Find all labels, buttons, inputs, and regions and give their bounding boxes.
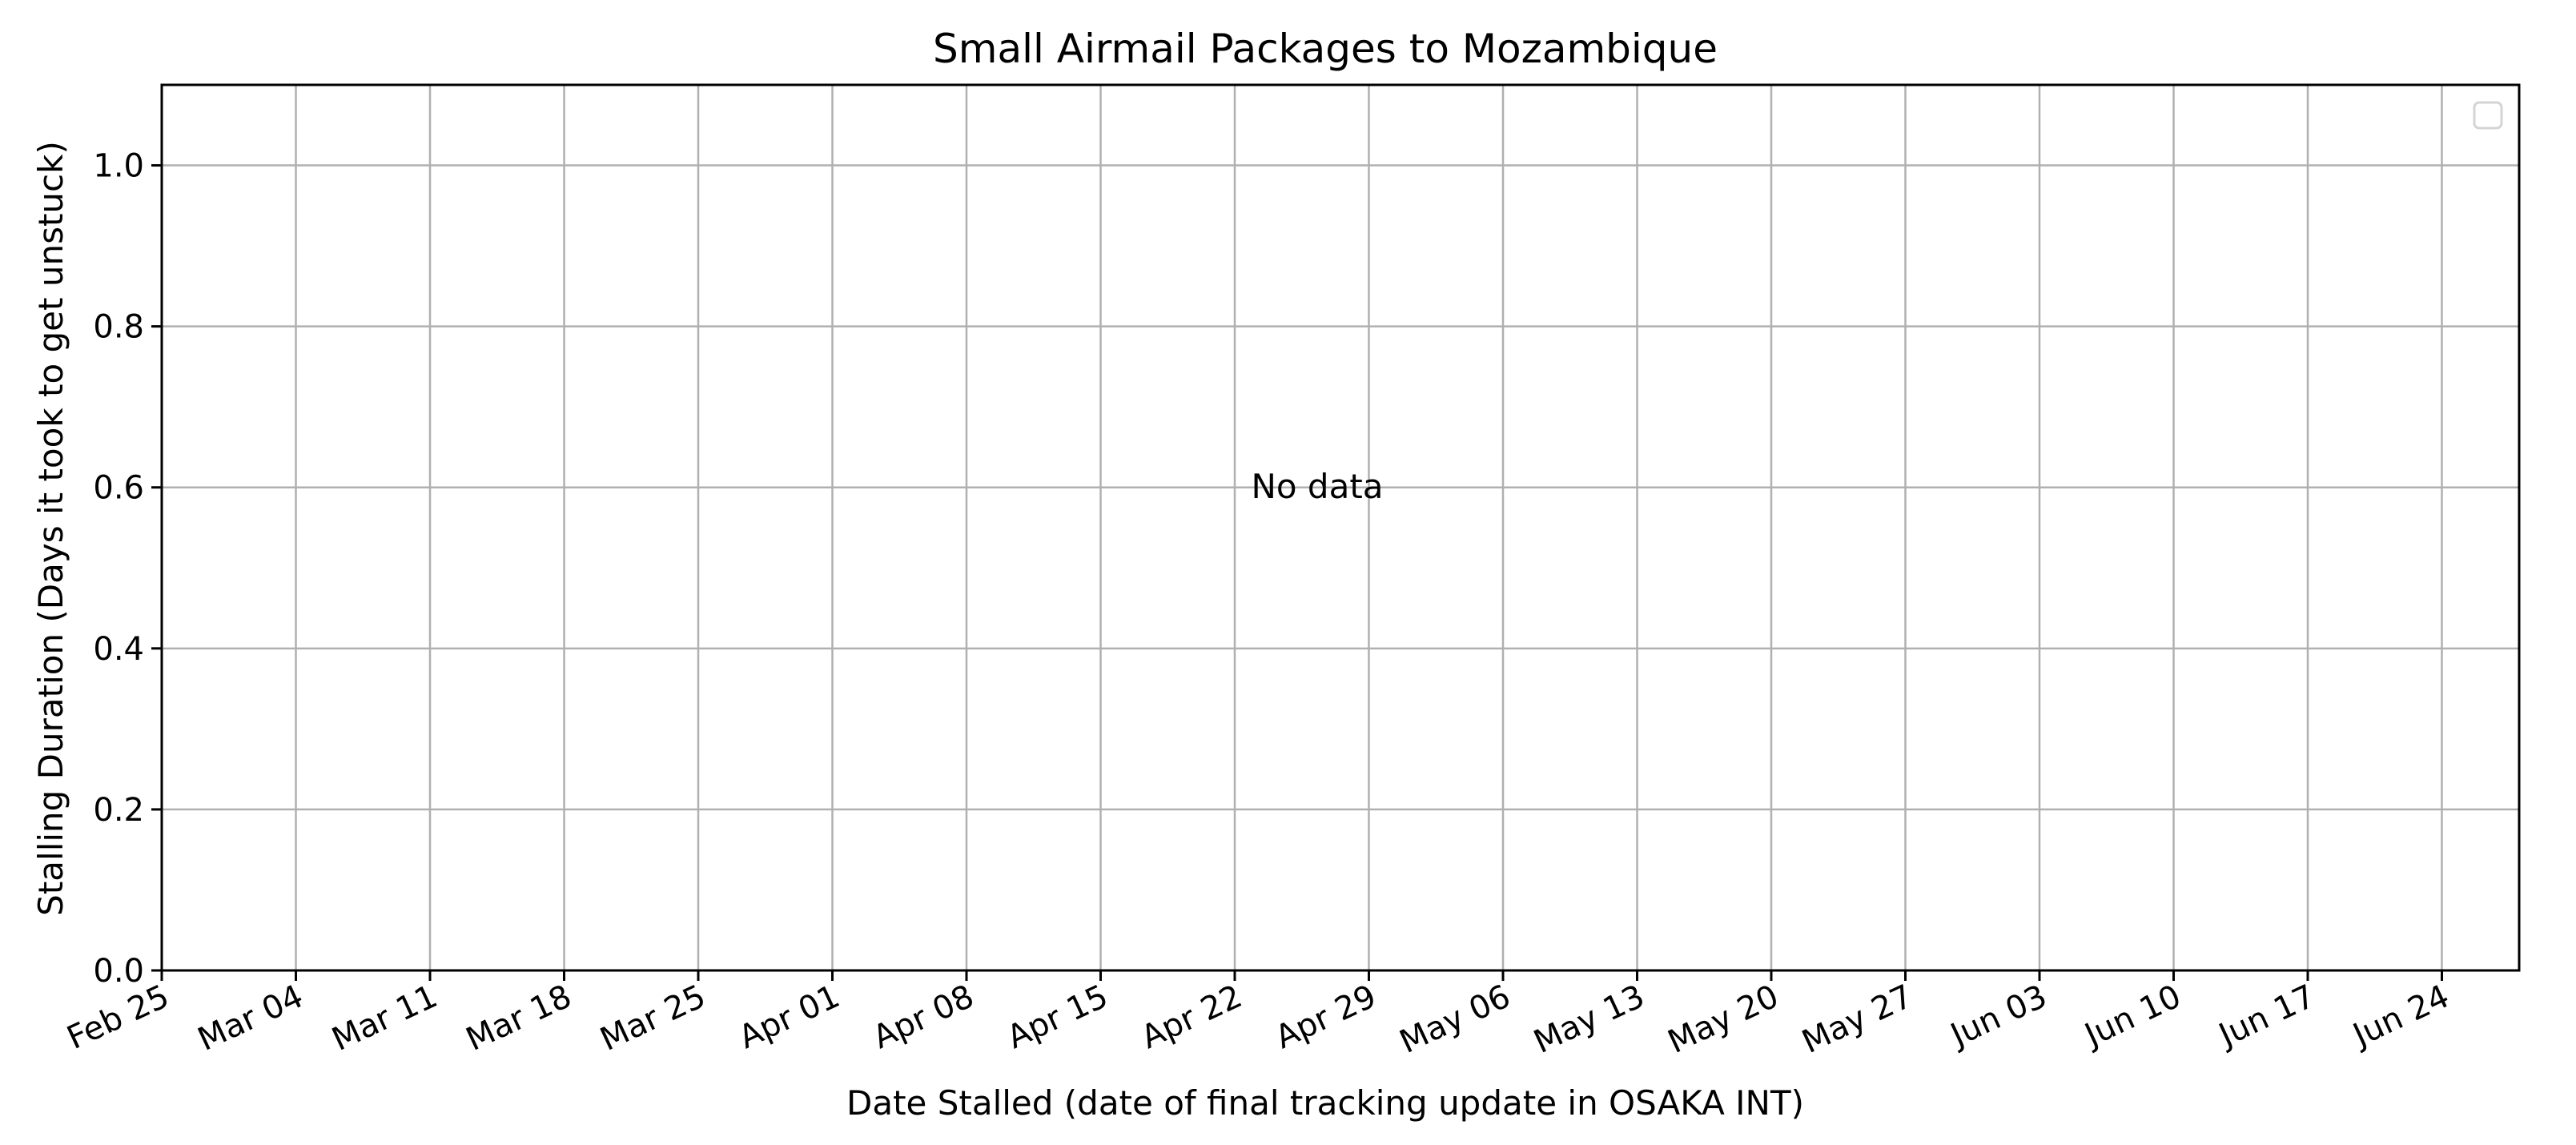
x-tick-label: Apr 29 (1270, 978, 1382, 1056)
y-tick-label: 1.0 (93, 148, 144, 185)
chart-title: Small Airmail Packages to Mozambique (933, 26, 1718, 72)
x-tick-label: Mar 11 (327, 978, 444, 1058)
x-tick-label: Jun 03 (1943, 978, 2052, 1055)
x-axis-label: Date Stalled (date of final tracking upd… (846, 1083, 1804, 1123)
x-tick-label: May 27 (1797, 978, 1919, 1061)
x-tick-label: Feb 25 (62, 978, 175, 1057)
x-tick-label: May 20 (1662, 978, 1784, 1061)
x-tick-label: Apr 08 (867, 978, 979, 1056)
grid-lines (162, 85, 2519, 972)
x-tick-label: Apr 22 (1135, 978, 1248, 1056)
x-tick-label: Mar 04 (192, 978, 309, 1058)
x-tick-label: Jun 24 (2345, 978, 2454, 1055)
plot-area-frame (160, 83, 2521, 972)
y-tick-label: 0.6 (93, 470, 144, 507)
x-axis: Feb 25 Mar 04 Mar 11 Mar 18 Mar 25 Apr 01 Apr … (62, 970, 2455, 1061)
y-axis: 0.0 0.2 0.4 0.6 0.8 1.0 (93, 148, 162, 990)
y-tick-label: 0.4 (93, 631, 144, 668)
x-tick-label: May 06 (1394, 978, 1516, 1061)
x-tick-label: Jun 10 (2077, 978, 2186, 1055)
x-tick-label: Mar 18 (460, 978, 577, 1058)
x-tick-label: Mar 25 (595, 978, 712, 1058)
x-tick-label: May 13 (1529, 978, 1650, 1061)
x-tick-label: Apr 01 (733, 978, 846, 1056)
y-tick-label: 0.2 (93, 792, 144, 829)
y-tick-label: 0.8 (93, 309, 144, 346)
y-axis-label: Stalling Duration (Days it took to get u… (31, 141, 70, 916)
x-tick-label: Apr 15 (1002, 978, 1114, 1056)
legend-box (2473, 101, 2503, 130)
y-tick-label: 0.0 (93, 953, 144, 990)
empty-message: No data (1251, 467, 1383, 506)
x-tick-label: Jun 17 (2212, 978, 2321, 1055)
